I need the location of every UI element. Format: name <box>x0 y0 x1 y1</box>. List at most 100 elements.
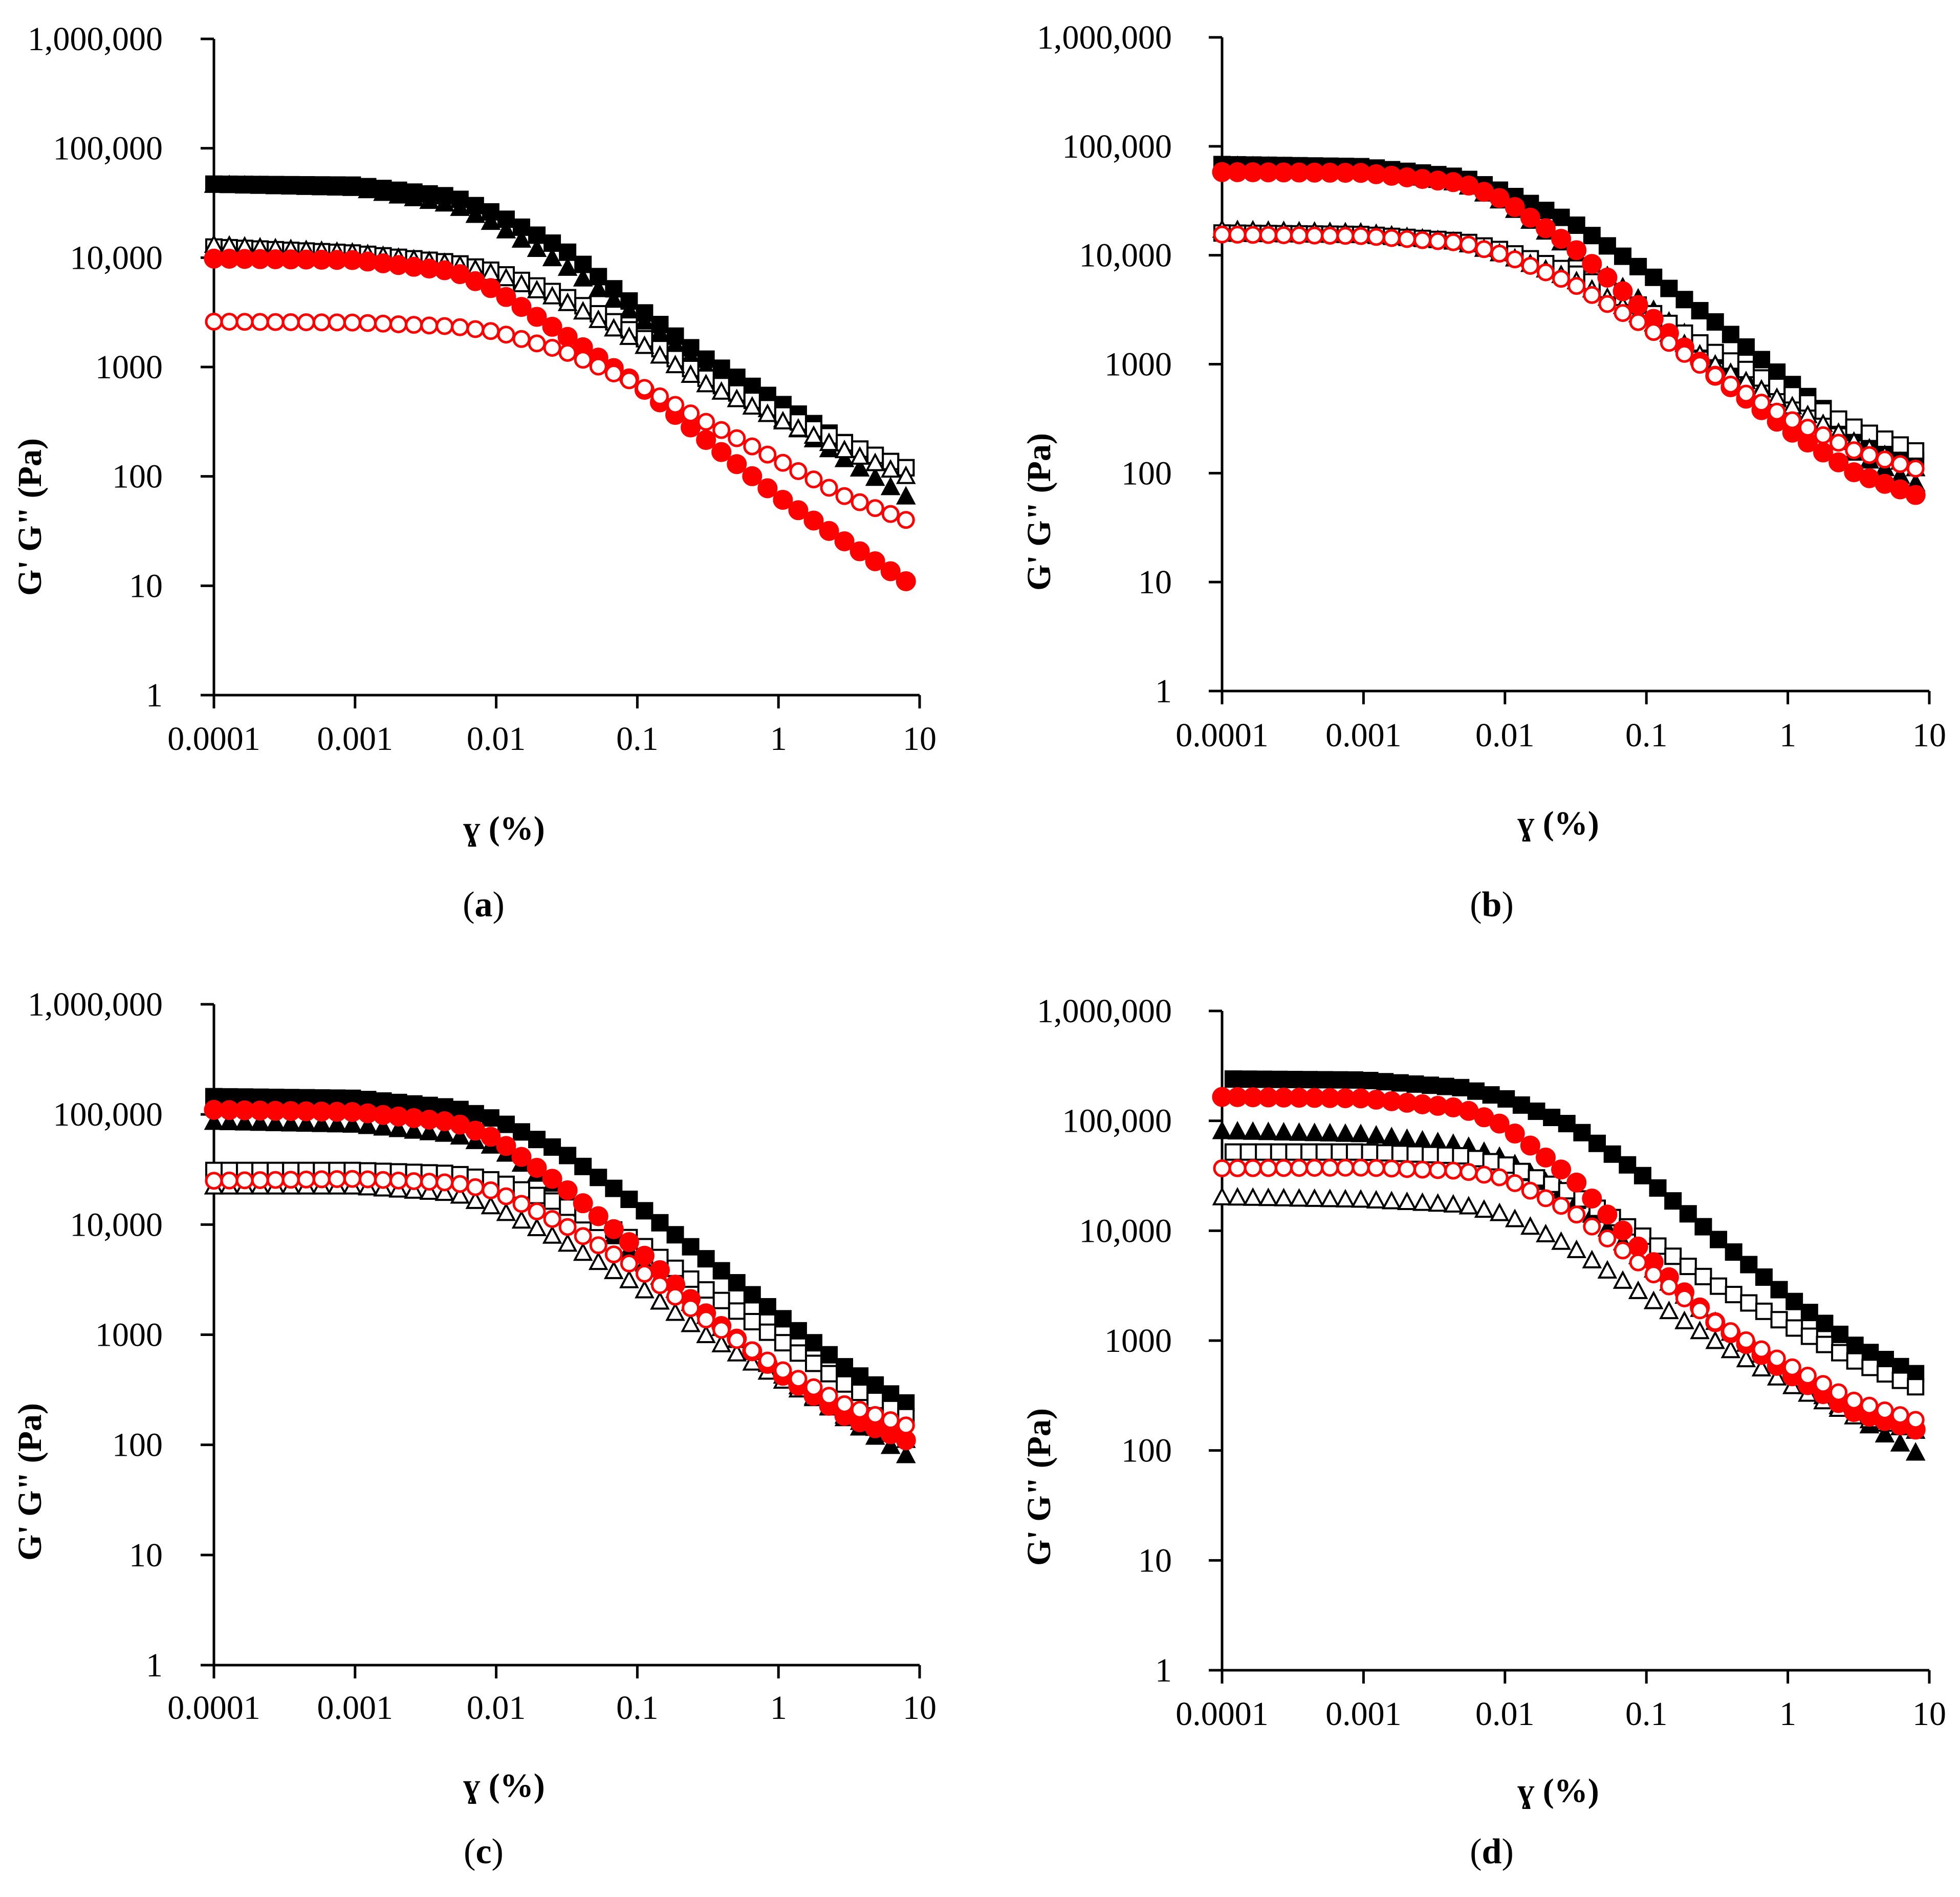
data-point <box>619 326 639 345</box>
data-point <box>404 187 424 206</box>
data-point <box>1737 384 1755 403</box>
data-point <box>1331 1143 1348 1161</box>
data-point <box>1755 1268 1773 1286</box>
data-point <box>1785 1292 1803 1310</box>
data-point <box>1798 419 1817 437</box>
x-tick-label: 1 <box>770 1689 787 1727</box>
data-point <box>1830 1383 1848 1402</box>
data-point <box>1412 1192 1432 1211</box>
data-point <box>1490 1168 1509 1187</box>
data-point <box>1397 1191 1417 1211</box>
data-point <box>220 313 238 331</box>
data-point <box>1429 232 1447 250</box>
data-point <box>1588 1134 1606 1152</box>
data-point <box>573 1193 593 1214</box>
data-point <box>1320 1189 1340 1208</box>
data-point <box>451 1175 469 1193</box>
data-point <box>773 411 793 429</box>
data-point <box>1520 207 1540 228</box>
data-point <box>1679 1205 1697 1223</box>
data-point <box>482 1109 499 1127</box>
data-point <box>374 314 393 333</box>
data-point <box>635 311 655 330</box>
data-point <box>896 465 916 484</box>
data-point <box>1752 1340 1771 1359</box>
data-point <box>1391 1074 1409 1092</box>
data-point <box>697 413 715 431</box>
data-point <box>450 197 470 216</box>
data-point <box>557 327 578 347</box>
data-point <box>543 1192 561 1210</box>
data-point <box>804 1378 823 1396</box>
data-point <box>574 1157 592 1175</box>
data-point <box>343 1170 361 1188</box>
data-point <box>896 571 916 591</box>
data-point <box>497 1115 515 1133</box>
data-point <box>1722 1322 1740 1341</box>
data-point <box>1452 1079 1470 1096</box>
data-point <box>1770 1311 1788 1329</box>
data-point <box>1800 1327 1818 1345</box>
data-point <box>574 1227 592 1245</box>
data-point <box>743 437 761 456</box>
data-point <box>1391 1145 1409 1162</box>
data-point <box>697 1310 715 1329</box>
data-point <box>558 343 577 362</box>
y-tick-label: 1000 <box>1104 346 1172 383</box>
data-point <box>312 313 331 332</box>
y-tick-label: 1 <box>1155 673 1172 710</box>
data-point <box>219 1111 239 1130</box>
y-tick-label: 10 <box>129 1537 163 1574</box>
data-point <box>650 1291 670 1310</box>
data-point <box>589 357 607 376</box>
data-point <box>1443 1194 1464 1213</box>
data-point <box>1597 267 1618 288</box>
data-point <box>773 489 793 510</box>
data-point <box>1566 240 1587 261</box>
data-point <box>527 307 547 327</box>
data-point <box>835 1395 854 1413</box>
data-point <box>880 477 901 495</box>
data-point <box>1289 1122 1309 1141</box>
data-point <box>1694 1267 1712 1285</box>
x-axis-title: ɣ (%) <box>463 810 545 847</box>
x-tick-label: 0.0001 <box>167 1689 260 1727</box>
y-axis-title: G' G" (Pa) <box>1020 433 1058 591</box>
data-point <box>711 442 732 462</box>
data-point <box>865 452 885 471</box>
data-point <box>681 1313 701 1332</box>
data-point <box>1619 1156 1637 1174</box>
panel-label: (a) <box>463 885 505 924</box>
data-point <box>543 338 561 357</box>
data-point <box>466 320 485 338</box>
data-point <box>1831 1344 1849 1362</box>
data-point <box>1224 1070 1242 1088</box>
data-point <box>1429 1161 1447 1179</box>
y-tick-label: 1000 <box>95 349 163 386</box>
data-point <box>389 1171 408 1190</box>
chart-panel-d: 1 10 100 1000 10,000 100,000 1,000,000 0.0001 0.… <box>1020 993 1946 1871</box>
data-point <box>1583 227 1601 245</box>
data-point <box>789 1322 807 1340</box>
data-point <box>1722 375 1740 394</box>
series-open-circle <box>205 1170 915 1435</box>
data-point <box>604 364 623 383</box>
data-point <box>804 470 823 489</box>
data-point <box>420 1173 439 1191</box>
data-point <box>1770 1281 1788 1299</box>
y-axis-title: G' G" (Pa) <box>11 1403 49 1561</box>
data-point <box>1366 1125 1386 1144</box>
data-point <box>1543 1108 1561 1126</box>
data-point <box>235 1171 254 1190</box>
x-tick-label: 0.1 <box>616 1689 659 1727</box>
data-point <box>1352 227 1370 245</box>
data-point <box>712 1321 731 1339</box>
data-point <box>1300 1143 1318 1161</box>
data-point <box>1785 1319 1803 1337</box>
data-point <box>1535 218 1556 239</box>
data-point <box>527 238 547 257</box>
data-point <box>205 312 223 331</box>
data-point <box>1875 1424 1895 1442</box>
data-point <box>820 479 838 497</box>
data-point <box>1660 334 1678 352</box>
